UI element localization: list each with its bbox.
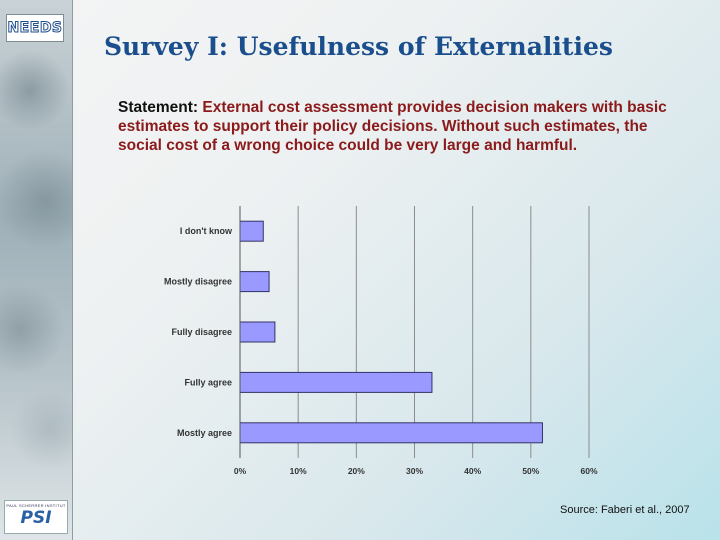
category-label: Mostly agree xyxy=(177,428,232,438)
psi-logo: PAUL SCHERRER INSTITUT PSI xyxy=(4,500,68,534)
category-label: Fully agree xyxy=(184,377,232,387)
bar xyxy=(239,220,264,242)
bar xyxy=(239,422,543,444)
statement-block: Statement: External cost assessment prov… xyxy=(118,98,678,155)
needs-logo: NEEDS xyxy=(6,14,64,42)
psi-logo-small-text: PAUL SCHERRER INSTITUT xyxy=(6,503,66,508)
x-tick-label: 30% xyxy=(406,466,423,476)
sidebar-decoration: NEEDS PAUL SCHERRER INSTITUT PSI xyxy=(0,0,73,540)
category-label: I don't know xyxy=(180,226,233,236)
slide-title: Survey I: Usefulness of Externalities xyxy=(104,32,613,61)
statement-label: Statement: xyxy=(118,99,199,116)
needs-logo-text: NEEDS xyxy=(7,20,63,37)
statement-text: External cost assessment provides decisi… xyxy=(118,99,667,154)
x-tick-label: 60% xyxy=(580,466,597,476)
category-label: Mostly disagree xyxy=(164,277,232,287)
x-tick-label: 20% xyxy=(348,466,365,476)
category-label: Fully disagree xyxy=(171,327,232,337)
psi-logo-main-text: PSI xyxy=(20,508,52,528)
x-tick-label: 50% xyxy=(522,466,539,476)
source-citation: Source: Faberi et al., 2007 xyxy=(560,504,690,516)
x-tick-label: 10% xyxy=(290,466,307,476)
bar xyxy=(239,271,270,293)
sidebar-photo-texture xyxy=(0,0,72,540)
bar xyxy=(239,371,433,393)
bar-chart: 0% 10% 20% 30% 40% 50% 60% I don't know Mostly d… xyxy=(164,206,598,476)
x-tick-label: 40% xyxy=(464,466,481,476)
x-tick-label: 0% xyxy=(234,466,247,476)
bar xyxy=(239,321,276,343)
